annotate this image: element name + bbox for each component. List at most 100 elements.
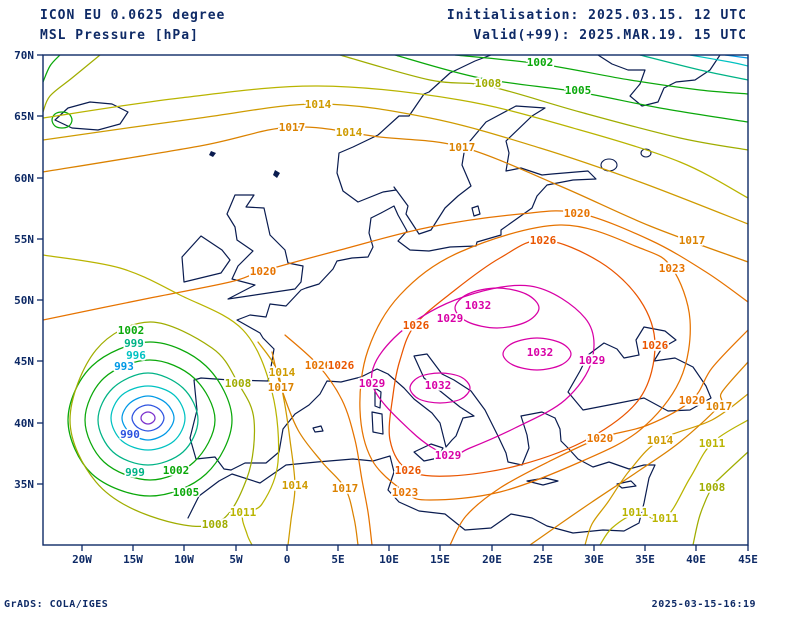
- pressure-contours: [43, 55, 748, 545]
- valid-time-label: Valid(+99): 2025.MAR.19. 15 UTC: [473, 28, 747, 43]
- isobar-label: 1011: [652, 512, 679, 525]
- isobar-1002: [84, 359, 216, 481]
- isobar-label: 1008: [202, 518, 229, 531]
- isobar-1020: [284, 334, 373, 545]
- lat-label: 35N: [14, 478, 34, 491]
- isobar-1005: [394, 55, 748, 123]
- isobar-1032: [454, 287, 540, 329]
- isobar-1032: [409, 372, 471, 404]
- isobar-label: 1005: [565, 84, 592, 97]
- lat-label: 50N: [14, 294, 34, 307]
- lon-label: 0: [284, 553, 291, 566]
- isobar-1032: [502, 337, 572, 371]
- isobar-label: 1008: [225, 377, 252, 390]
- coastline-black-sea: [567, 326, 712, 412]
- isobar-1014: [43, 103, 748, 225]
- isobar-label: 1026: [395, 464, 422, 477]
- isobar-1005: [43, 55, 61, 83]
- isobar-label: 1017: [449, 141, 476, 154]
- coastline-mediterranean-north: [230, 353, 556, 471]
- field-title: MSL Pressure [hPa]: [40, 28, 199, 43]
- isobar-label: 1017: [268, 381, 295, 394]
- isobar-1017: [43, 126, 748, 263]
- lon-label: 5W: [229, 553, 243, 566]
- isobar-label: 1017: [679, 234, 706, 247]
- isobar-label: 1029: [579, 354, 606, 367]
- isobar-label: 993: [114, 360, 134, 373]
- lat-label: 65N: [14, 110, 34, 123]
- lake-onega: [640, 148, 652, 158]
- lon-label: 10E: [379, 553, 399, 566]
- island-mallorca: [312, 425, 324, 433]
- isobar-label: 1032: [527, 346, 554, 359]
- isobar-1005: [51, 111, 73, 129]
- coastline-great-britain: [226, 194, 304, 300]
- contour-labels: 1002 1005 1008 1014 1017 1014 1017 1020 1017 1023…: [112, 54, 734, 533]
- isobar-label: 1014: [305, 98, 332, 111]
- lon-label: 35E: [635, 553, 655, 566]
- island-faroe: [209, 151, 216, 157]
- isobar-990: [131, 404, 165, 432]
- isobar-label: 1029: [435, 449, 462, 462]
- isobar-label: 1014: [647, 434, 674, 447]
- isobar-label: 1017: [332, 482, 359, 495]
- isobar-label: 1026: [642, 339, 669, 352]
- model-title: ICON EU 0.0625 degree: [40, 8, 226, 23]
- isobar-label: 999: [124, 337, 144, 350]
- isobar-1011: [43, 254, 280, 545]
- island-cyprus: [616, 480, 637, 489]
- isobar-999: [97, 372, 199, 466]
- island-sardinia: [371, 411, 384, 435]
- isobar-label: 1014: [336, 126, 363, 139]
- lon-label: 10W: [174, 553, 194, 566]
- isobar-999: [639, 55, 748, 81]
- lat-label: 40N: [14, 417, 34, 430]
- isobar-1005: [67, 341, 233, 497]
- lon-label: 20W: [72, 553, 92, 566]
- island-sicily: [413, 443, 444, 462]
- isobar-label: 1008: [699, 481, 726, 494]
- lat-label: 45N: [14, 355, 34, 368]
- isobar-label: 1008: [475, 77, 502, 90]
- coastline-ireland: [181, 235, 231, 283]
- isobar-1023: [359, 224, 691, 501]
- island-gotland: [471, 205, 481, 217]
- init-time-label: Initialisation: 2025.03.15. 12 UTC: [446, 8, 747, 23]
- isobar-label: 1023: [392, 486, 419, 499]
- isobar-label: 1029: [359, 377, 386, 390]
- lon-label: 15W: [123, 553, 143, 566]
- isobar-987: [140, 411, 156, 425]
- isobar-label: 1017: [279, 121, 306, 134]
- isobar-1020: [449, 329, 748, 545]
- isobar-label: 1020: [587, 432, 614, 445]
- isobar-1017: [529, 361, 748, 545]
- isobar-label: 1011: [230, 506, 257, 519]
- isobar-1011: [43, 85, 748, 199]
- isobar-label: 1002: [118, 324, 145, 337]
- lon-label: 45E: [738, 553, 758, 566]
- isobar-label: 1029: [437, 312, 464, 325]
- island-corsica: [374, 387, 382, 409]
- isobar-1008: [69, 321, 256, 527]
- coastline-europe-main: [189, 55, 597, 471]
- coastline-africa-levant: [187, 417, 656, 534]
- isobar-1008: [339, 55, 748, 151]
- isobar-996: [689, 55, 748, 67]
- isobar-1029: [370, 284, 595, 457]
- isobar-label: 999: [125, 466, 145, 479]
- isobar-label: 1020: [305, 359, 332, 372]
- isobar-993: [121, 395, 175, 441]
- isobar-1020: [43, 210, 748, 321]
- grads-credit: GrADS: COLA/IGES: [4, 599, 109, 610]
- lat-label: 70N: [14, 49, 34, 62]
- isobar-1011: [599, 419, 748, 545]
- isobar-1014: [584, 393, 748, 545]
- lon-label: 30E: [584, 553, 604, 566]
- island-shetland: [273, 170, 280, 178]
- isobar-label: 1026: [403, 319, 430, 332]
- lat-label: 55N: [14, 233, 34, 246]
- isobar-label: 1023: [659, 262, 686, 275]
- isobar-label: 996: [126, 349, 146, 362]
- isobar-label: 1017: [706, 400, 733, 413]
